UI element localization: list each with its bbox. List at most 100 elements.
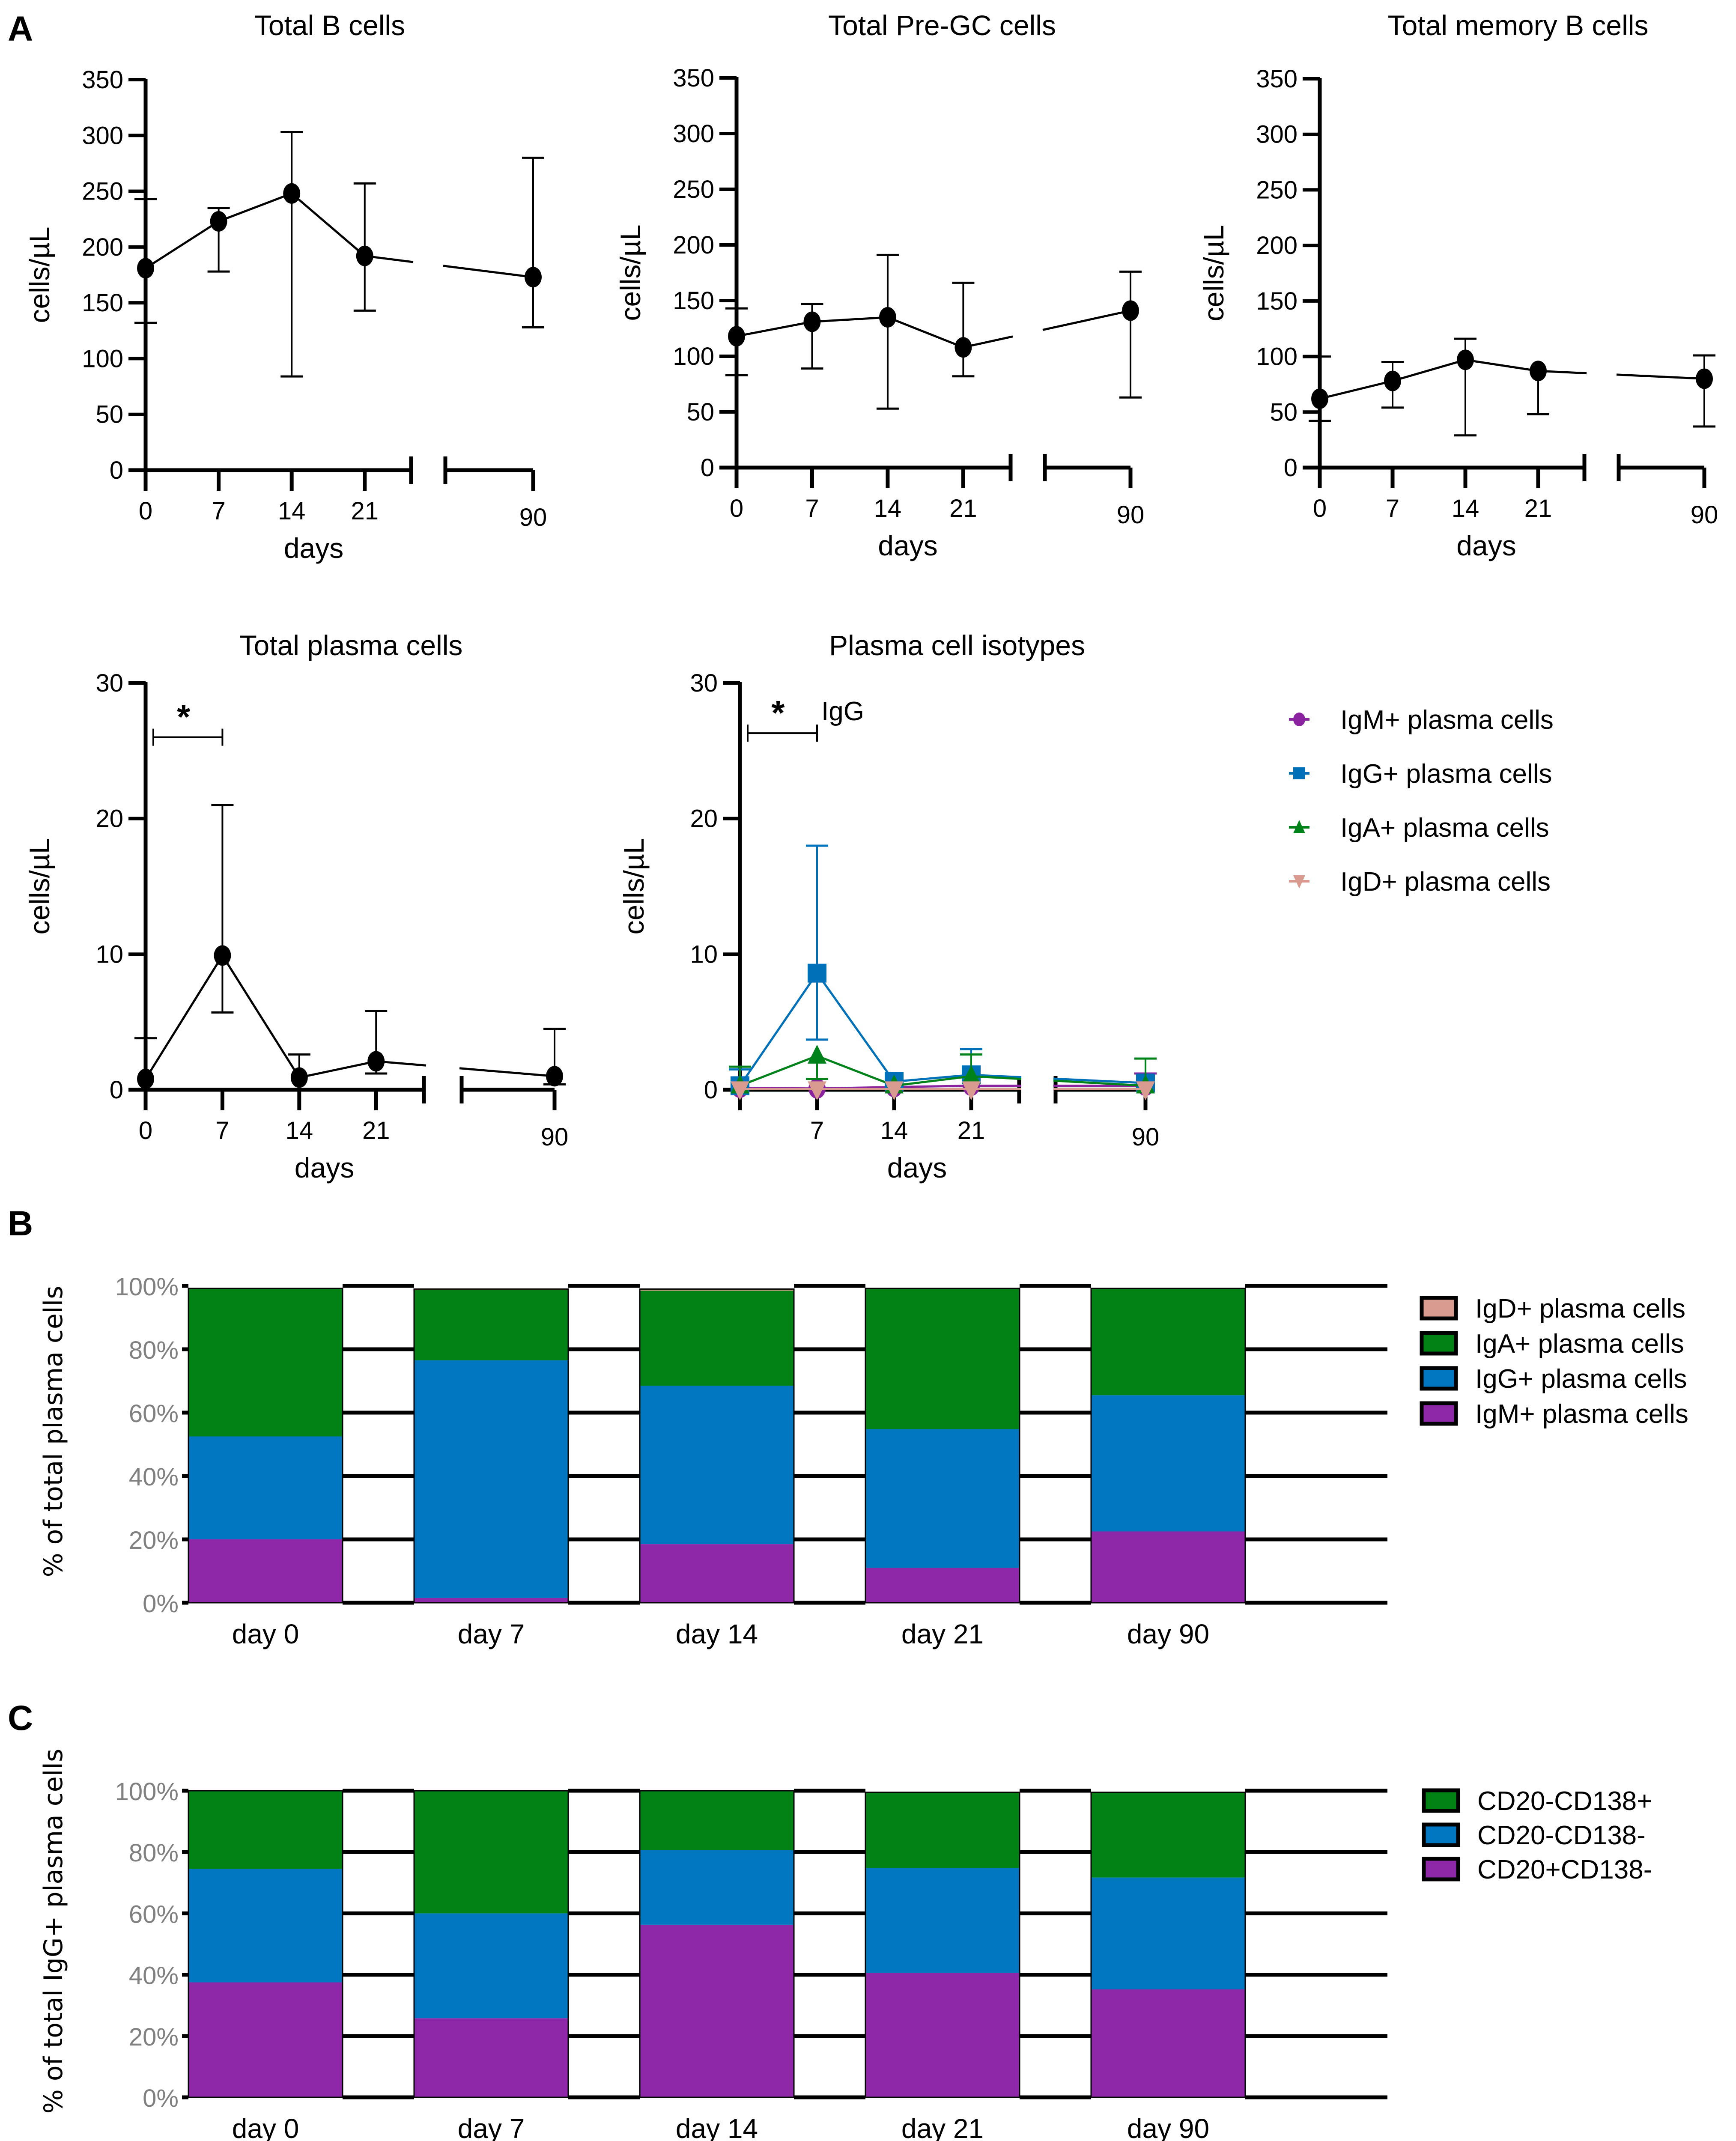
- chart-title: Total Pre-GC cells: [828, 9, 1056, 41]
- legend-item: IgG+ plasma cells: [1420, 1364, 1687, 1394]
- y-tick-label: 150: [673, 287, 714, 315]
- x-tick-label: 21: [957, 1117, 985, 1145]
- series-line: [1319, 358, 1705, 400]
- data-point: [210, 211, 227, 232]
- legend-marker-triangle-up-icon: [1293, 820, 1305, 833]
- x-axis-label: days: [284, 532, 343, 564]
- bar-outline: [413, 1288, 569, 1604]
- y-tick-label: 150: [1256, 287, 1298, 315]
- data-point: [137, 1068, 154, 1089]
- y-tick-label: 80%: [129, 1839, 179, 1867]
- x-tick-label: 7: [215, 1117, 229, 1145]
- bar-outline: [188, 1790, 343, 2098]
- data-point: [885, 1081, 904, 1100]
- x-category-label: day 14: [676, 1619, 758, 1649]
- bar-segment: [188, 1869, 343, 1983]
- data-point: [214, 945, 231, 966]
- series-total-b-cells: [134, 131, 544, 378]
- y-tick-label: 10: [95, 940, 123, 968]
- y-tick-label: 100: [1256, 343, 1298, 371]
- legend-marker-circle-icon: [1293, 713, 1305, 726]
- bar-stack-day-90: [1090, 1792, 1246, 2098]
- x-tick-label: 90: [519, 504, 547, 531]
- data-point: [808, 1081, 826, 1100]
- legend-item: IgM+ plasma cells: [1420, 1399, 1688, 1429]
- bar-segment: [640, 1924, 794, 2097]
- bar-segment: [414, 1791, 568, 1914]
- chart-plasma-cell-isotypes: Plasma cell isotypes 0 10 20 30 7 14 21 90 days ce…: [618, 629, 1554, 1184]
- bar-segment: [640, 1289, 794, 1291]
- chart-title: Plasma cell isotypes: [829, 629, 1085, 661]
- series-line: [740, 1055, 1146, 1087]
- y-axis-label: % of total plasma cells: [39, 1286, 69, 1577]
- bar-segment: [188, 1289, 343, 1437]
- data-point: [808, 1044, 826, 1064]
- x-tick-label: 90: [1132, 1123, 1160, 1151]
- data-point: [1696, 368, 1713, 389]
- bar-stack-day-0: [188, 1288, 343, 1604]
- legend-item: CD20-CD138+: [1422, 1786, 1652, 1816]
- legend-item: IgM+ plasma cells: [1289, 705, 1554, 735]
- bar-segment: [1091, 1989, 1245, 2097]
- bar-stack-day-0: [188, 1790, 343, 2098]
- series-igg-plasma-cells: [729, 844, 1155, 1095]
- x-axis-label: days: [295, 1152, 354, 1184]
- y-tick-label: 0: [110, 456, 123, 484]
- legend: IgM+ plasma cells IgG+ plasma cells IgA+ p…: [1289, 705, 1554, 897]
- y-tick-label: 300: [82, 122, 123, 149]
- data-point: [367, 1051, 385, 1072]
- legend-swatch-icon: [1422, 1788, 1460, 1813]
- x-axis-label: days: [887, 1152, 947, 1184]
- x-tick-label: 90: [1117, 501, 1145, 529]
- chart-pct-total-plasma-cells: day 0 day 7 day 14 day 21 day 90 0% 20% 40% 60% 8…: [39, 1273, 1688, 1649]
- x-tick-label: 14: [1452, 495, 1479, 522]
- y-tick-label: 350: [1256, 65, 1298, 93]
- bar-segment: [640, 1386, 794, 1545]
- legend-label: CD20-CD138+: [1477, 1786, 1652, 1816]
- x-category-label: day 90: [1127, 2113, 1209, 2141]
- bar-segment: [188, 1436, 343, 1539]
- bar-segment: [414, 2018, 568, 2097]
- x-tick-label: 0: [139, 497, 152, 525]
- chart-total-memory-b-cells: Total memory B cells 0 50 100 150 200 250 300 35…: [1198, 9, 1718, 561]
- bar-segment: [865, 1568, 1020, 1603]
- data-point: [137, 258, 154, 279]
- y-tick-label: 250: [82, 178, 123, 206]
- data-point: [1122, 300, 1139, 321]
- x-tick-label: 7: [810, 1117, 824, 1145]
- y-tick-label: 80%: [129, 1336, 179, 1364]
- legend-label: IgM+ plasma cells: [1340, 705, 1554, 735]
- bar-segment: [1091, 1531, 1245, 1603]
- x-tick-label: 21: [362, 1117, 390, 1145]
- chart-total-plasma-cells: Total plasma cells 0 10 20 30 0 7 14 21 90 days cel…: [24, 629, 568, 1184]
- x-tick-label: 0: [730, 495, 743, 522]
- bar-stack-day-7: [413, 1288, 569, 1604]
- y-tick-label: 200: [673, 231, 714, 259]
- y-axis-label: cells/µL: [1198, 225, 1229, 321]
- bar-segment: [414, 1290, 568, 1360]
- bar-segment: [865, 1973, 1020, 2097]
- y-tick-label: 20: [690, 805, 718, 833]
- x-tick-label: 21: [949, 495, 977, 522]
- y-tick-label: 60%: [129, 1400, 179, 1428]
- data-point: [546, 1066, 563, 1087]
- legend-item: IgG+ plasma cells: [1289, 759, 1552, 789]
- y-tick-label: 0%: [143, 2084, 179, 2112]
- y-tick-label: 30: [95, 669, 123, 697]
- legend-label: IgG+ plasma cells: [1475, 1364, 1687, 1394]
- y-tick-label: 20: [95, 805, 123, 833]
- bar-outline: [639, 1288, 795, 1604]
- panel-letter-c: C: [8, 1699, 33, 1738]
- x-category-label: day 21: [901, 1619, 984, 1649]
- chart-title: Total plasma cells: [240, 629, 463, 661]
- x-tick-label: 0: [1313, 495, 1327, 522]
- data-point: [962, 1081, 981, 1100]
- y-tick-label: 50: [95, 401, 123, 429]
- chart-title: Total B cells: [254, 9, 405, 41]
- y-axis-label: cells/µL: [614, 224, 646, 321]
- legend-item: IgA+ plasma cells: [1420, 1329, 1684, 1359]
- legend: CD20-CD138+ CD20-CD138- CD20+CD138-: [1422, 1786, 1652, 1885]
- bar-segment: [865, 1868, 1020, 1973]
- legend-swatch-icon: [1420, 1401, 1458, 1426]
